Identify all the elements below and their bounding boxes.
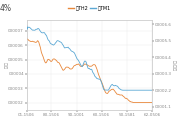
Legend: 期TH2, 期TM1: 期TH2, 期TM1 (66, 4, 112, 13)
Text: 4%: 4% (0, 4, 12, 13)
Y-axis label: 期/元/磅: 期/元/磅 (172, 59, 177, 70)
Y-axis label: 期/元: 期/元 (3, 61, 8, 68)
